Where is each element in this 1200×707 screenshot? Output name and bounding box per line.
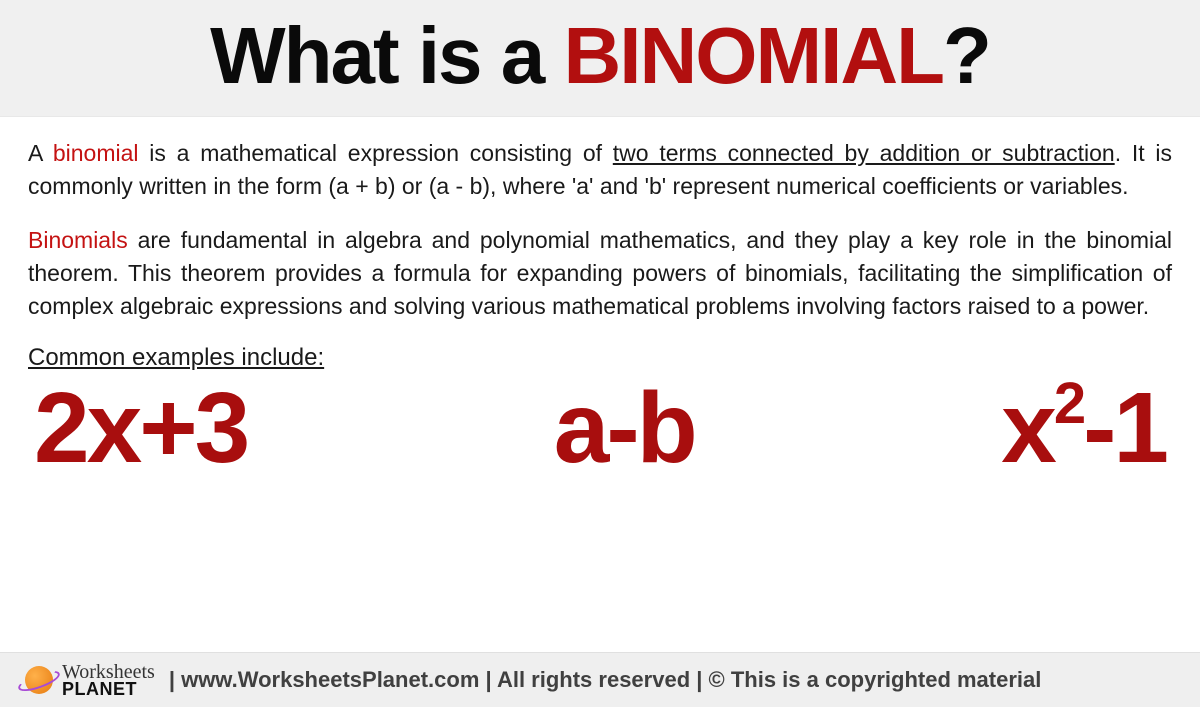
content-area: A binomial is a mathematical expression … [0,117,1200,478]
p1-underlined: two terms connected by addition or subtr… [613,140,1115,166]
logo-bottom: PLANET [62,681,155,697]
logo-text: Worksheets PLANET [62,663,155,697]
p1-mid: is a mathematical expression consisting … [139,140,613,166]
page-title: What is a BINOMIAL? [0,10,1200,102]
examples-row: 2x+3 a-b x2-1 [28,378,1172,478]
paragraph-1: A binomial is a mathematical expression … [28,137,1172,204]
example-2: a-b [554,378,695,478]
p1-keyword: binomial [53,140,139,166]
examples-label: Common examples include: [28,344,1172,372]
title-prefix: What is a [210,11,563,100]
p2-rest: are fundamental in algebra and polynomia… [28,227,1172,320]
footer-text: | www.WorksheetsPlanet.com | All rights … [169,667,1042,693]
title-highlight: BINOMIAL [564,11,944,100]
title-suffix: ? [943,11,990,100]
ex3-sup: 2 [1054,371,1083,436]
example-1: 2x+3 [34,378,247,478]
footer-bar: Worksheets PLANET | www.WorksheetsPlanet… [0,652,1200,707]
paragraph-2: Binomials are fundamental in algebra and… [28,224,1172,324]
title-bar: What is a BINOMIAL? [0,0,1200,117]
ex3-rest: -1 [1083,372,1166,484]
p2-keyword: Binomials [28,227,128,253]
brand-logo: Worksheets PLANET [20,661,155,699]
planet-icon [20,661,58,699]
p1-lead: A [28,140,53,166]
example-3: x2-1 [1001,378,1166,478]
ex3-base: x [1001,372,1054,484]
